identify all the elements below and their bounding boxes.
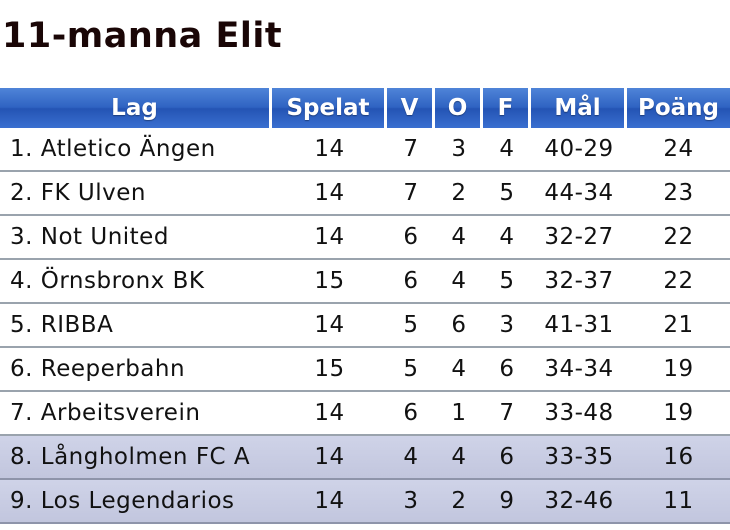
points-cell: 16: [627, 436, 730, 480]
won-cell: 5: [387, 304, 435, 348]
lost-cell: 3: [483, 304, 531, 348]
played-cell: 14: [272, 304, 387, 348]
team-cell: 2. FK Ulven: [0, 172, 272, 216]
played-cell: 15: [272, 348, 387, 392]
lost-cell: 6: [483, 348, 531, 392]
won-cell: 3: [387, 480, 435, 524]
points-cell: 11: [627, 480, 730, 524]
lost-cell: 9: [483, 480, 531, 524]
team-cell: 6. Reeperbahn: [0, 348, 272, 392]
points-cell: 19: [627, 392, 730, 436]
drawn-cell: 2: [435, 172, 483, 216]
page-title: 11-manna Elit: [2, 16, 283, 56]
lost-cell: 4: [483, 216, 531, 260]
played-cell: 14: [272, 128, 387, 172]
team-cell: 8. Långholmen FC A: [0, 436, 272, 480]
played-cell: 14: [272, 216, 387, 260]
table-row: 6. Reeperbahn 15 5 4 6 34-34 19: [0, 348, 730, 392]
drawn-cell: 4: [435, 260, 483, 304]
goals-cell: 32-37: [531, 260, 627, 304]
goals-cell: 40-29: [531, 128, 627, 172]
table-row: 8. Långholmen FC A 14 4 4 6 33-35 16: [0, 436, 730, 480]
table-row: 4. Örnsbronx BK 15 6 4 5 32-37 22: [0, 260, 730, 304]
lost-cell: 5: [483, 172, 531, 216]
won-cell: 7: [387, 172, 435, 216]
points-cell: 24: [627, 128, 730, 172]
table-row: 2. FK Ulven 14 7 2 5 44-34 23: [0, 172, 730, 216]
points-cell: 23: [627, 172, 730, 216]
goals-cell: 34-34: [531, 348, 627, 392]
column-header-f: F: [483, 88, 531, 128]
won-cell: 4: [387, 436, 435, 480]
won-cell: 5: [387, 348, 435, 392]
standings-body: 1. Atletico Ängen 14 7 3 4 40-29 24 2. FK Ulven…: [0, 128, 730, 524]
won-cell: 7: [387, 128, 435, 172]
team-cell: 9. Los Legendarios: [0, 480, 272, 524]
drawn-cell: 4: [435, 216, 483, 260]
table-row: 9. Los Legendarios 14 3 2 9 32-46 11: [0, 480, 730, 524]
points-cell: 19: [627, 348, 730, 392]
points-cell: 21: [627, 304, 730, 348]
points-cell: 22: [627, 216, 730, 260]
goals-cell: 33-35: [531, 436, 627, 480]
column-header-o: O: [435, 88, 483, 128]
team-cell: 5. RIBBA: [0, 304, 272, 348]
drawn-cell: 4: [435, 348, 483, 392]
standings-table: Lag Spelat V O F Mål Poäng 1. Atletico Ä…: [0, 88, 730, 524]
drawn-cell: 1: [435, 392, 483, 436]
drawn-cell: 2: [435, 480, 483, 524]
played-cell: 14: [272, 172, 387, 216]
drawn-cell: 3: [435, 128, 483, 172]
team-cell: 4. Örnsbronx BK: [0, 260, 272, 304]
table-row: 7. Arbeitsverein 14 6 1 7 33-48 19: [0, 392, 730, 436]
goals-cell: 32-46: [531, 480, 627, 524]
lost-cell: 7: [483, 392, 531, 436]
team-cell: 7. Arbeitsverein: [0, 392, 272, 436]
goals-cell: 44-34: [531, 172, 627, 216]
team-cell: 1. Atletico Ängen: [0, 128, 272, 172]
lost-cell: 6: [483, 436, 531, 480]
lost-cell: 4: [483, 128, 531, 172]
column-header-v: V: [387, 88, 435, 128]
table-row: 5. RIBBA 14 5 6 3 41-31 21: [0, 304, 730, 348]
won-cell: 6: [387, 392, 435, 436]
played-cell: 14: [272, 480, 387, 524]
goals-cell: 33-48: [531, 392, 627, 436]
lost-cell: 5: [483, 260, 531, 304]
team-cell: 3. Not United: [0, 216, 272, 260]
goals-cell: 32-27: [531, 216, 627, 260]
goals-cell: 41-31: [531, 304, 627, 348]
won-cell: 6: [387, 216, 435, 260]
played-cell: 14: [272, 392, 387, 436]
column-header-spelat: Spelat: [272, 88, 387, 128]
drawn-cell: 6: [435, 304, 483, 348]
played-cell: 15: [272, 260, 387, 304]
header-row: Lag Spelat V O F Mål Poäng: [0, 88, 730, 128]
won-cell: 6: [387, 260, 435, 304]
points-cell: 22: [627, 260, 730, 304]
column-header-poang: Poäng: [627, 88, 730, 128]
table-row: 3. Not United 14 6 4 4 32-27 22: [0, 216, 730, 260]
table-row: 1. Atletico Ängen 14 7 3 4 40-29 24: [0, 128, 730, 172]
column-header-mal: Mål: [531, 88, 627, 128]
drawn-cell: 4: [435, 436, 483, 480]
column-header-lag: Lag: [0, 88, 272, 128]
played-cell: 14: [272, 436, 387, 480]
